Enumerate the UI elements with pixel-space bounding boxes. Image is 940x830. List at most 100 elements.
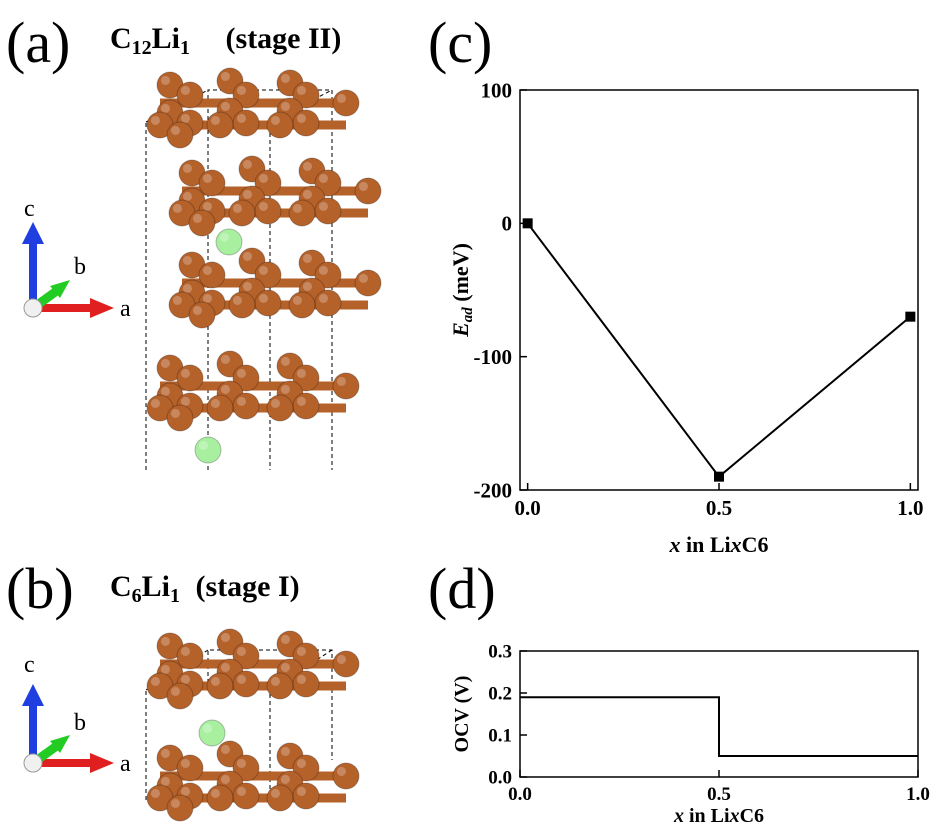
atom-highlight [236, 786, 246, 796]
atom-highlight [280, 746, 291, 756]
carbon-atom [266, 784, 294, 812]
carbon-atom [288, 199, 316, 227]
x-tick-label: 1.0 [906, 784, 930, 805]
atom-highlight [198, 440, 208, 451]
carbon-atom [206, 111, 234, 139]
atom-highlight [302, 161, 313, 171]
carbon-atom [228, 291, 256, 319]
atom-highlight [220, 101, 230, 111]
carbon-atom [188, 209, 216, 237]
carbon-atom [332, 762, 360, 790]
panel-label-d: (d) [428, 556, 496, 621]
carbon-atom [232, 364, 260, 392]
carbon-atom [332, 89, 360, 117]
panel-label-c: (c) [428, 10, 493, 75]
atom-highlight [210, 398, 220, 409]
carbon-atom [232, 754, 260, 782]
carbon-atom [266, 672, 294, 700]
y-tick-label: 0.2 [488, 684, 512, 705]
atom-highlight [280, 774, 291, 784]
atom-highlight [150, 676, 160, 686]
atom-highlight [219, 232, 229, 242]
axes-glyph-a: c b a [22, 196, 131, 322]
x-tick-label: 1.0 [897, 496, 923, 520]
carbon-atom [206, 784, 234, 812]
atom-highlight [180, 646, 190, 656]
atom-highlight [236, 113, 246, 123]
atom-highlight [292, 203, 303, 213]
y-tick-label: 100 [481, 78, 513, 102]
atom-highlight [182, 283, 192, 294]
atom-highlight [160, 776, 170, 786]
carbon-atom [292, 392, 320, 420]
atom-highlight [302, 189, 313, 199]
carbon-atom [314, 169, 342, 197]
structure-title-a: C12Li1 (stage II) [110, 22, 342, 59]
carbon-atom [292, 109, 320, 137]
atom-highlight [220, 662, 230, 672]
atom-highlight [170, 408, 180, 419]
atom-highlight [296, 85, 307, 95]
carbon-atom [176, 81, 204, 109]
atom-highlight [220, 744, 230, 754]
atom-highlight [296, 368, 307, 379]
carbon-atom [254, 289, 282, 317]
unit-cell-edge [207, 649, 333, 760]
atom-highlight [210, 788, 220, 798]
atom-highlight [180, 85, 190, 95]
axes-glyph-b: c b a [22, 652, 131, 777]
atom-highlight [242, 251, 252, 261]
atom-highlight [242, 159, 252, 169]
lithium-atom [215, 228, 243, 256]
carbon-atom [166, 404, 194, 432]
carbon-atom [232, 109, 260, 137]
atom-highlight [242, 189, 252, 199]
atom-highlight [236, 674, 246, 684]
carbon-atom [198, 261, 226, 289]
lithium-atom [194, 436, 222, 464]
lithium-atom [198, 719, 226, 747]
atom-highlight [172, 295, 182, 306]
atom-highlight [270, 398, 281, 409]
atom-highlight [318, 293, 329, 304]
atom-highlight [296, 396, 307, 407]
x-tick-label: 0.5 [707, 784, 731, 805]
atom-highlight [192, 213, 202, 223]
atom-highlight [280, 662, 291, 672]
carbon-atom [206, 394, 234, 422]
atom-highlight [296, 113, 307, 123]
carbon-atom [292, 364, 320, 392]
carbon-atom [292, 754, 320, 782]
carbon-atom [254, 197, 282, 225]
carbon-atom [232, 782, 260, 810]
chart-d-ylabel: OCV (V) [451, 676, 473, 753]
atom-highlight [232, 295, 242, 306]
atom-highlight [280, 101, 291, 111]
carbon-atom [188, 301, 216, 329]
axis-glyph-b-label: b [74, 710, 86, 736]
atom-highlight [236, 396, 246, 407]
carbon-atom [354, 269, 382, 297]
atom-highlight [160, 636, 170, 646]
carbon-atom [314, 261, 342, 289]
atom-highlight [270, 115, 281, 125]
carbon-atom [266, 394, 294, 422]
atom-highlight [202, 173, 212, 183]
carbon-atom [232, 392, 260, 420]
atom-highlight [336, 376, 347, 387]
atom-highlight [258, 173, 269, 183]
atom-highlight [220, 384, 230, 395]
atom-highlight [280, 356, 291, 367]
atom-highlight [180, 786, 190, 796]
axis-glyph-b-label: b [74, 254, 86, 280]
axis-glyph-a-label: a [120, 296, 131, 322]
y-tick-label: -100 [474, 345, 513, 369]
atom-highlight [192, 305, 202, 316]
y-tick-label: 0.0 [488, 768, 512, 789]
atom-highlight [150, 398, 160, 409]
atom-highlight [160, 75, 170, 85]
x-tick-label: 0.0 [508, 784, 532, 805]
carbon-atom [176, 364, 204, 392]
carbon-atom [292, 81, 320, 109]
